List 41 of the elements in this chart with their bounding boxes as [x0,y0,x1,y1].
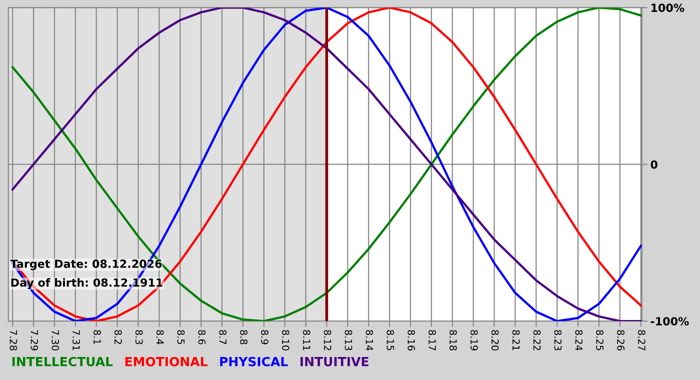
x-tick-label: 8.2 [114,330,122,344]
line-series [11,8,642,322]
annotation: Day of birth: 08.12.1911 [11,278,162,290]
x-tick-label: 8.21 [512,330,520,350]
x-tick-label: 8.7 [219,330,227,344]
x-tick-label: 7.31 [72,330,80,350]
x-tick-label: 8.17 [428,330,436,350]
y-tick-label: 0 [650,160,658,169]
x-tick-label: 8.3 [135,330,143,344]
x-tick-label: 8.15 [386,330,394,350]
text: PHYSICAL [220,356,288,366]
x-tick-label: 8.22 [533,330,541,350]
x-tick-label: 7.30 [52,330,60,350]
x-tick-label: 8.26 [617,330,624,350]
text: INTELLECTUAL [12,356,113,366]
y-tick-label: 100% [651,4,684,12]
x-tick-label: 8.6 [198,330,206,344]
x-tick-label: 8.24 [575,330,583,351]
x-tick-label: 8.1 [94,330,101,344]
annotation: Target Date: 08.12.2026 [10,260,162,270]
x-tick-label: 8.27 [638,330,646,350]
x-tick-label: 8.10 [282,330,290,350]
x-tick-label: 8.11 [302,330,310,350]
x-tick-label: 8.4 [156,330,164,344]
x-tick-label: 8.25 [596,330,604,350]
x-tick-label: 8.13 [344,330,352,350]
x-tick-label: 8.12 [324,330,332,350]
x-tick-label: 8.9 [261,330,268,344]
x-tick-label: 8.8 [240,330,248,344]
x-tick-label: 7.29 [30,330,38,350]
x-tick-label: 8.23 [554,330,562,350]
x-tick-label: 8.5 [177,330,185,344]
x-tick-label: 8.20 [491,330,499,350]
x-tick-label: 7.28 [10,330,18,350]
x-tick-label: 8.14 [366,330,374,351]
text: EMOTIONAL [125,356,208,366]
x-tick-label: 8.18 [450,330,457,350]
y-tick-label: -100% [650,317,689,326]
x-tick-label: 8.19 [470,330,478,350]
text: INTUITIVE [300,357,368,366]
x-tick-label: 8.16 [408,330,416,350]
